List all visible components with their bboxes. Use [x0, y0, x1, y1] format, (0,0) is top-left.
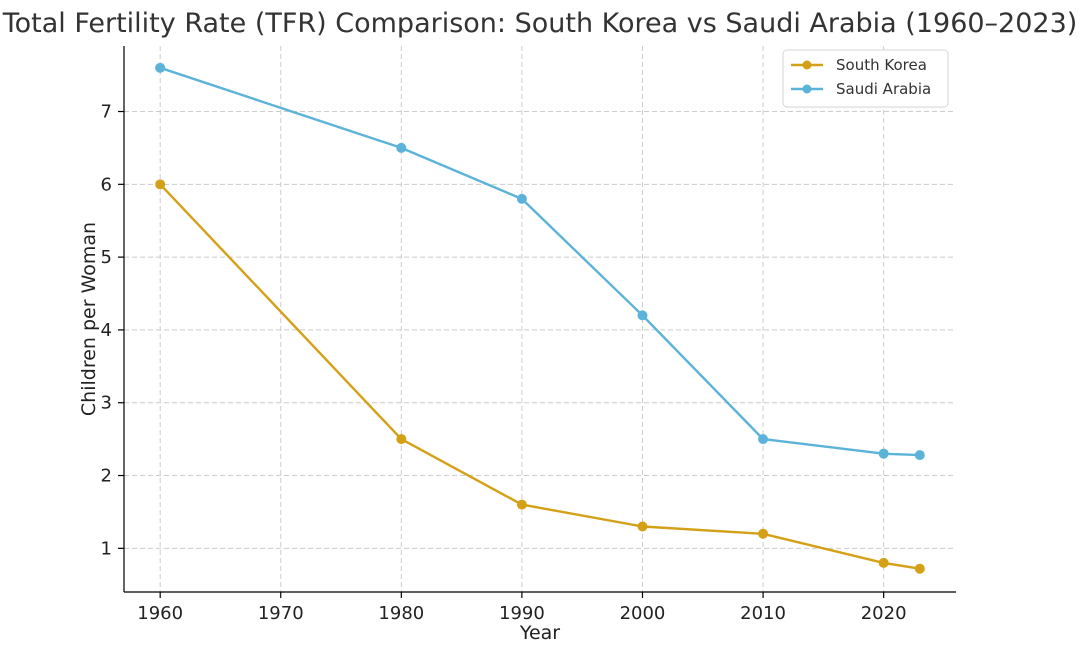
- x-tick-label: 1960: [137, 603, 183, 624]
- series-line-saudi-arabia: [159, 66, 920, 457]
- legend-label-south-korea: South Korea: [836, 56, 927, 74]
- y-tick-label: 7: [101, 102, 112, 123]
- data-point-saudi-arabia: [516, 193, 527, 204]
- data-point-saudi-arabia: [878, 448, 889, 459]
- data-point-south-korea: [516, 499, 527, 510]
- x-tick-label: 2010: [740, 603, 786, 624]
- data-point-south-korea: [758, 528, 769, 539]
- y-tick-label: 1: [101, 538, 112, 559]
- x-tick-label: 1970: [258, 603, 304, 624]
- legend-marker-saudi-arabia: [802, 84, 812, 94]
- axes: [123, 46, 956, 593]
- x-axis-ticks: 1960 1970 1980 1990 2000 2010 2020: [137, 592, 907, 624]
- data-point-saudi-arabia: [758, 434, 769, 445]
- grid-lines: [124, 46, 956, 592]
- y-tick-label: 5: [101, 247, 112, 268]
- x-tick-label: 2020: [861, 603, 907, 624]
- y-axis-label: Children per Woman: [78, 222, 100, 416]
- legend-marker-south-korea: [802, 60, 812, 70]
- y-axis-ticks: 1 2 3 4 5 6 7: [101, 102, 124, 559]
- x-tick-label: 1990: [499, 603, 545, 624]
- data-point-south-korea: [914, 563, 925, 574]
- y-tick-label: 4: [101, 320, 112, 341]
- y-tick-label: 6: [101, 174, 112, 195]
- data-point-south-korea: [396, 434, 407, 445]
- legend-item-south-korea: South Korea: [791, 56, 927, 74]
- series-lines: [155, 62, 925, 574]
- data-point-south-korea: [155, 179, 166, 190]
- data-point-south-korea: [637, 521, 648, 532]
- y-tick-label: 2: [101, 466, 112, 487]
- series-south-korea: [155, 179, 925, 574]
- x-tick-label: 2000: [620, 603, 666, 624]
- series-saudi-arabia: [155, 62, 925, 461]
- y-tick-label: 3: [101, 393, 112, 414]
- legend: South Korea Saudi Arabia: [782, 49, 949, 108]
- data-point-saudi-arabia: [914, 450, 925, 461]
- series-line-south-korea: [159, 183, 920, 570]
- chart-title: Total Fertility Rate (TFR) Comparison: S…: [2, 8, 1078, 39]
- data-point-saudi-arabia: [396, 142, 407, 153]
- legend-label-saudi-arabia: Saudi Arabia: [836, 80, 931, 98]
- legend-box: [782, 49, 949, 108]
- data-point-south-korea: [878, 557, 889, 568]
- legend-item-saudi-arabia: Saudi Arabia: [791, 80, 931, 98]
- data-point-saudi-arabia: [637, 310, 648, 321]
- data-point-saudi-arabia: [155, 62, 166, 73]
- x-axis-label: Year: [519, 622, 560, 644]
- x-tick-label: 1980: [378, 603, 424, 624]
